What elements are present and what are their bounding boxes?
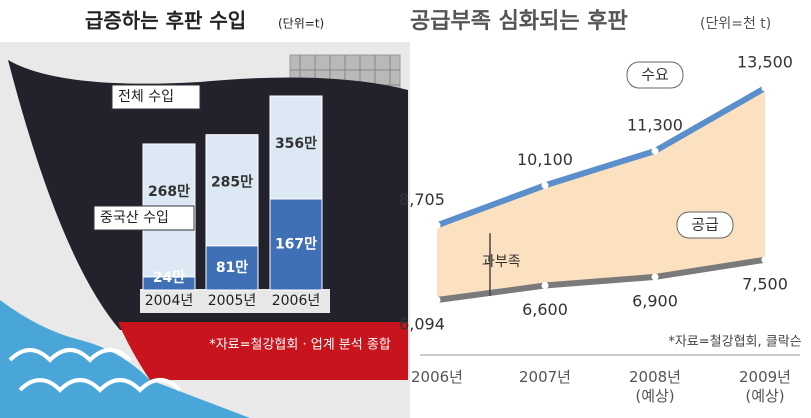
source-note: *자료=철강협회, 클락슨 (668, 335, 801, 350)
value-label: 7,500 (742, 274, 788, 293)
value-label: 24만 (153, 270, 185, 286)
source-note: *자료=철강협회 · 업계 분석 종합 (209, 338, 391, 353)
point (762, 85, 769, 92)
point (762, 256, 769, 263)
x-tick-label: 2004년 (145, 293, 194, 309)
point (652, 273, 659, 280)
x-tick-label: 2006년 (272, 293, 321, 309)
point (542, 282, 549, 289)
unit-label: (단위=천 t) (700, 16, 771, 32)
x-tick-label: 2009년 (예상) (720, 368, 810, 406)
chart-title: 공급부족 심화되는 후판 (410, 9, 628, 34)
infographic: 급증하는 후판 수입 (단위=t) *자료=철강협회 · 업계 분석 종합 공급… (0, 0, 811, 418)
x-tick-label: 2008년 (예상) (610, 368, 700, 406)
legend-label: 수요 (641, 66, 669, 84)
chart-title: 급증하는 후판 수입 (85, 9, 246, 33)
value-label: 268만 (148, 184, 190, 200)
value-label: 356만 (275, 136, 317, 152)
value-label: 13,500 (737, 53, 793, 72)
point (652, 147, 659, 154)
x-tick-label: 2006년 (392, 368, 482, 387)
point (542, 182, 549, 189)
value-label: 81만 (216, 260, 248, 276)
value-label: 6,094 (399, 315, 445, 334)
value-label: 11,300 (627, 115, 683, 134)
legend-label: 중국산 수입 (100, 210, 169, 226)
x-tick-label: 2005년 (208, 293, 257, 309)
point (434, 297, 441, 304)
value-label: 10,100 (517, 150, 573, 169)
x-tick-label: 2007년 (500, 368, 590, 387)
unit-label: (단위=t) (278, 17, 324, 31)
legend-label: 전체 수입 (118, 89, 174, 105)
value-label: 167만 (275, 236, 317, 252)
value-label: 285만 (211, 175, 253, 191)
value-label: 6,900 (632, 291, 678, 310)
chart: 급증하는 후판 수입 (단위=t) *자료=철강협회 · 업계 분석 종합 공급… (0, 0, 811, 418)
annotation: 과부족 (482, 254, 521, 270)
value-label: 8,705 (399, 190, 445, 209)
point (434, 222, 441, 229)
legend-label: 공급 (691, 216, 719, 234)
value-label: 6,600 (522, 300, 568, 319)
